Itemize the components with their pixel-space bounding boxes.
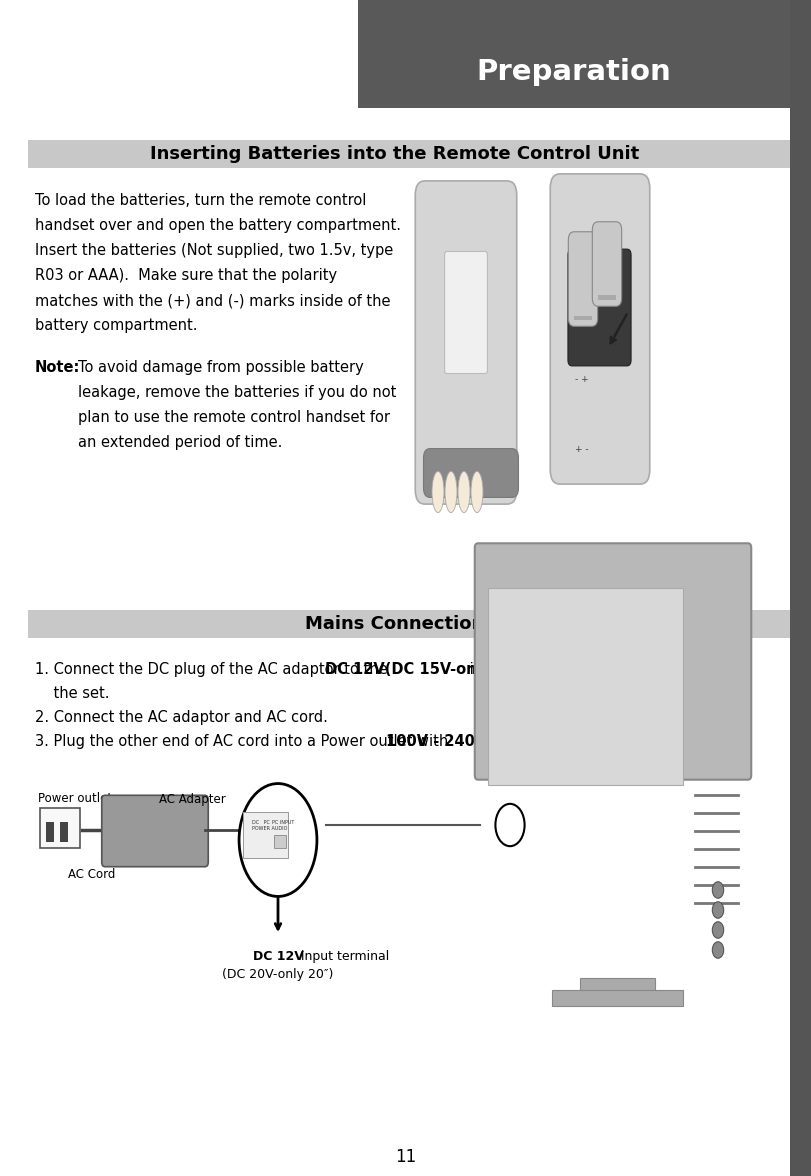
Circle shape [712,922,723,938]
Text: battery compartment.: battery compartment. [35,318,198,333]
FancyBboxPatch shape [40,808,80,848]
Text: Inserting Batteries into the Remote Control Unit: Inserting Batteries into the Remote Cont… [150,145,640,163]
Text: DC 12V: DC 12V [252,950,303,963]
Bar [580,978,655,995]
Text: the set.: the set. [35,686,109,701]
Text: 100V - 240V AC, 50/60Hz.: 100V - 240V AC, 50/60Hz. [386,734,597,749]
Text: Insert the batteries (Not supplied, two 1.5v, type: Insert the batteries (Not supplied, two … [35,243,393,258]
Text: AC Cord: AC Cord [68,868,116,881]
FancyBboxPatch shape [415,181,517,505]
Bar [598,295,616,300]
FancyBboxPatch shape [551,174,650,485]
FancyBboxPatch shape [568,249,631,366]
FancyBboxPatch shape [444,252,487,374]
Text: Power outlet: Power outlet [38,791,112,806]
Text: To load the batteries, turn the remote control: To load the batteries, turn the remote c… [35,193,367,208]
Circle shape [712,882,723,898]
Bar [28,140,790,168]
Text: R03 or AAA).  Make sure that the polarity: R03 or AAA). Make sure that the polarity [35,268,337,283]
Text: input terminal: input terminal [297,950,389,963]
Circle shape [239,783,317,896]
Text: Preparation: Preparation [477,58,672,86]
Ellipse shape [471,472,483,513]
Text: 3. Plug the other end of AC cord into a Power outlet with: 3. Plug the other end of AC cord into a … [35,734,453,749]
FancyBboxPatch shape [569,232,598,326]
Text: PC INPUT: PC INPUT [272,820,294,826]
FancyBboxPatch shape [274,835,286,848]
Text: DC 12V(DC 15V-only 20″): DC 12V(DC 15V-only 20″) [325,662,530,677]
Text: To avoid damage from possible battery: To avoid damage from possible battery [78,360,364,375]
Text: input terminal of: input terminal of [465,662,592,677]
Text: DC   PC
POWER AUDIO: DC PC POWER AUDIO [252,820,287,830]
FancyBboxPatch shape [423,448,518,497]
Text: + -: + - [575,445,589,454]
Text: handset over and open the battery compartment.: handset over and open the battery compar… [35,218,401,233]
Text: 2. Connect the AC adaptor and AC cord.: 2. Connect the AC adaptor and AC cord. [35,710,328,724]
FancyBboxPatch shape [592,222,622,306]
FancyBboxPatch shape [474,543,751,780]
Text: (DC 20V-only 20″): (DC 20V-only 20″) [222,968,333,981]
Ellipse shape [445,472,457,513]
Bar [552,990,683,1005]
Text: Note:: Note: [35,360,80,375]
Text: - +: - + [575,375,589,385]
Circle shape [712,902,723,918]
FancyBboxPatch shape [101,795,208,867]
Circle shape [712,942,723,958]
Text: an extended period of time.: an extended period of time. [78,435,282,450]
Bar [574,316,592,320]
Bar [60,822,68,842]
Text: leakage, remove the batteries if you do not: leakage, remove the batteries if you do … [78,385,397,400]
Text: 11: 11 [395,1148,416,1165]
Bar [28,610,790,639]
Text: Mains Connection: Mains Connection [306,615,485,633]
Text: matches with the (+) and (-) marks inside of the: matches with the (+) and (-) marks insid… [35,293,391,308]
Ellipse shape [432,472,444,513]
Bar [46,822,54,842]
FancyBboxPatch shape [243,811,288,858]
Text: plan to use the remote control handset for: plan to use the remote control handset f… [78,410,390,425]
Text: AC Adapter: AC Adapter [159,793,225,806]
FancyBboxPatch shape [488,588,683,786]
Ellipse shape [458,472,470,513]
Text: 1. Connect the DC plug of the AC adaptor to the: 1. Connect the DC plug of the AC adaptor… [35,662,393,677]
Bar [358,0,790,108]
Bar [790,0,811,1176]
